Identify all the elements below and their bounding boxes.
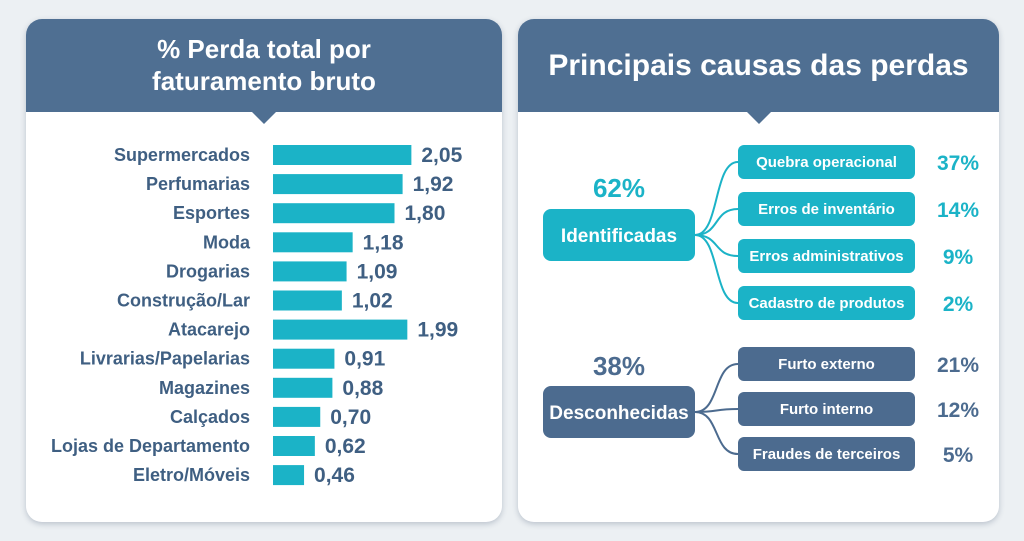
cause-label: Cadastro de produtos [749, 295, 905, 312]
loss-causes-header: Principais causas das perdas [518, 19, 999, 124]
category-label: Eletro/Móveis [133, 465, 250, 485]
group-node [543, 386, 695, 438]
connector-line [694, 363, 739, 413]
cause-label: Furto interno [780, 401, 873, 418]
cause-percent: 12% [937, 399, 979, 422]
category-label: Livrarias/Papelarias [80, 349, 250, 369]
bar [273, 406, 321, 427]
value-label: 0,91 [344, 348, 385, 371]
cause-label: Furto externo [778, 356, 875, 373]
group-label: Identificadas [561, 226, 677, 247]
category-label: Esportes [173, 203, 250, 223]
cause-node [738, 392, 915, 426]
value-label: 2,05 [421, 144, 462, 167]
value-label: 0,70 [330, 406, 371, 429]
bar [273, 145, 412, 165]
loss-causes-diagram: 62% Identificadas Quebra operacional 37% Err… [543, 145, 979, 471]
loss-by-revenue-title-line2: faturamento bruto [152, 66, 376, 96]
connector-line [694, 234, 739, 304]
value-label: 1,18 [363, 231, 404, 254]
group-percent: 62% [593, 173, 645, 203]
loss-by-revenue-header: % Perda total por faturamento bruto [26, 19, 502, 124]
loss-causes-card: Principais causas das perdas 62% Identifi… [518, 19, 999, 522]
bar [273, 203, 395, 224]
loss-bar-chart: Supermercados 2,05 Perfumarias 1,92 Esportes… [51, 144, 463, 487]
category-label: Perfumarias [146, 174, 250, 194]
group-percent: 38% [593, 351, 645, 381]
loss-by-revenue-card: % Perda total por faturamento bruto Supe… [26, 19, 502, 522]
cause-percent: 14% [937, 199, 979, 222]
loss-causes-title: Principais causas das perdas [548, 49, 969, 82]
bar [273, 319, 408, 340]
bar [273, 290, 342, 311]
cause-node [738, 192, 915, 226]
connector-line [694, 411, 739, 455]
category-label: Atacarejo [168, 320, 250, 340]
category-label: Moda [203, 232, 251, 252]
bar [273, 261, 347, 282]
cause-percent: 2% [943, 293, 974, 316]
category-label: Supermercados [114, 145, 250, 165]
cause-label: Fraudes de terceiros [753, 446, 901, 463]
value-label: 1,99 [417, 319, 458, 342]
cause-node [738, 239, 915, 273]
cause-node [738, 145, 915, 179]
cause-node [738, 286, 915, 320]
group-label: Desconhecidas [549, 403, 688, 424]
value-label: 0,88 [342, 377, 383, 400]
value-label: 1,02 [352, 290, 393, 313]
category-label: Calçados [170, 407, 250, 427]
cause-label: Erros de inventário [758, 201, 895, 218]
category-label: Construção/Lar [117, 291, 250, 311]
connector-line [694, 234, 739, 257]
bar [273, 232, 353, 253]
cause-percent: 5% [943, 444, 974, 467]
loss-by-revenue-title-line1: % Perda total por [157, 34, 371, 64]
cause-percent: 9% [943, 246, 974, 269]
value-label: 1,80 [405, 202, 446, 225]
connector-line [694, 161, 739, 236]
cause-percent: 37% [937, 152, 979, 175]
bar [273, 436, 315, 456]
category-label: Drogarias [166, 261, 250, 281]
cause-label: Erros administrativos [749, 248, 903, 265]
connector-line [694, 208, 739, 236]
cause-percent: 21% [937, 354, 979, 377]
value-label: 1,92 [413, 173, 454, 196]
cause-label: Quebra operacional [756, 154, 897, 171]
group-node [543, 209, 695, 261]
value-label: 1,09 [357, 260, 398, 283]
value-label: 0,46 [314, 464, 355, 487]
value-label: 0,62 [325, 435, 366, 458]
category-label: Lojas de Departamento [51, 436, 250, 456]
cause-node [738, 437, 915, 471]
bar [273, 465, 305, 486]
bar [273, 174, 403, 195]
bar [273, 377, 333, 398]
category-label: Magazines [159, 378, 250, 398]
cause-node [738, 347, 915, 381]
bar [273, 348, 335, 369]
